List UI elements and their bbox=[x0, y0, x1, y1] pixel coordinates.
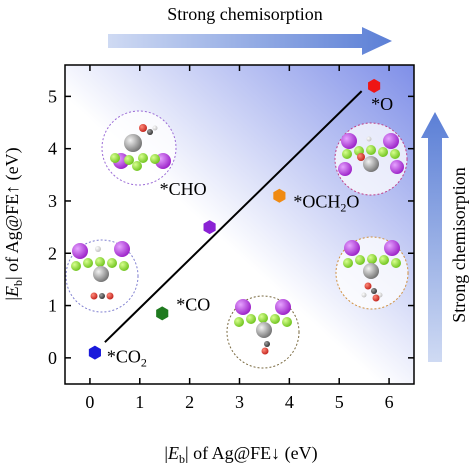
y-tick-label: 5 bbox=[48, 86, 57, 106]
molecule-inset-co2 bbox=[65, 239, 139, 313]
data-point-label-subscript: 2 bbox=[141, 356, 147, 370]
data-point-label: *CHO bbox=[160, 179, 207, 199]
y-axis-title-subscript: b bbox=[11, 280, 25, 286]
x-tick-label: 3 bbox=[235, 392, 244, 412]
data-point-label: *OCH2O bbox=[293, 192, 359, 215]
data-point bbox=[368, 78, 381, 93]
x-axis-title-prefix: | bbox=[164, 443, 168, 463]
y-tick-label: 1 bbox=[48, 296, 57, 316]
plot-area: *CO2*CO*CHO*OCH2O*O bbox=[64, 64, 415, 385]
top-chemisorption-arrow: Strong chemisorption bbox=[108, 4, 392, 55]
molecule-inset-co bbox=[226, 295, 300, 369]
x-axis-title-subscript: b bbox=[179, 452, 185, 466]
right-arrow-label: Strong chemisorption bbox=[449, 167, 469, 323]
right-chemisorption-arrow: Strong chemisorption bbox=[421, 112, 469, 362]
data-point bbox=[273, 188, 286, 203]
x-axis-title: |Eb| of Ag@FE↓ (eV) bbox=[164, 443, 317, 466]
right-arrow-shape bbox=[421, 112, 449, 362]
molecule-inset-cho bbox=[101, 110, 177, 186]
x-tick-label: 4 bbox=[285, 392, 294, 412]
data-point-label-main: *CHO bbox=[160, 179, 207, 199]
fit-line bbox=[104, 90, 363, 343]
x-tick-label: 1 bbox=[135, 392, 144, 412]
y-tick-label: 0 bbox=[48, 348, 57, 368]
top-arrow-label: Strong chemisorption bbox=[167, 4, 323, 24]
x-tick-label: 5 bbox=[335, 392, 344, 412]
data-point bbox=[88, 345, 101, 360]
x-tick-label: 0 bbox=[85, 392, 94, 412]
data-point-label: *O bbox=[371, 94, 393, 114]
y-axis-title-prefix: | bbox=[2, 297, 22, 301]
data-point-label-main: *CO bbox=[176, 294, 210, 314]
data-point-label-main: *O bbox=[371, 94, 393, 114]
y-tick-label: 4 bbox=[48, 139, 57, 159]
molecule-inset-o bbox=[334, 122, 408, 196]
data-point-label-main: *CO bbox=[107, 347, 141, 367]
y-axis-title: |Eb| of Ag@FE↑ (eV) bbox=[2, 147, 25, 300]
x-axis-title-suffix: | of Ag@FE↓ (eV) bbox=[185, 443, 318, 464]
top-arrow-shape bbox=[108, 27, 392, 55]
molecule-inset-och2o bbox=[335, 236, 409, 310]
x-tick-label: 6 bbox=[385, 392, 394, 412]
y-axis-title-symbol: E bbox=[2, 286, 22, 298]
data-point bbox=[156, 306, 169, 321]
y-tick-label: 2 bbox=[48, 243, 57, 263]
data-point-label-main: *OCH bbox=[293, 192, 340, 212]
axes: 0 1 2 3 4 5 6 0 1 2 3 4 5 bbox=[48, 65, 414, 412]
y-axis-title-suffix: | of Ag@FE↑ (eV) bbox=[2, 147, 23, 280]
x-tick-label: 2 bbox=[185, 392, 194, 412]
data-point-label: *CO2 bbox=[107, 347, 147, 370]
y-tick-label: 3 bbox=[48, 191, 57, 211]
data-point-label: *CO bbox=[176, 294, 210, 314]
data-point-label-subscript: 2 bbox=[340, 201, 346, 215]
data-point-label-suffix: O bbox=[346, 192, 359, 212]
x-axis-title-symbol: E bbox=[167, 443, 179, 463]
data-point bbox=[203, 220, 216, 235]
chart-marks: *CO2*CO*CHO*OCH2O*O bbox=[88, 78, 393, 370]
